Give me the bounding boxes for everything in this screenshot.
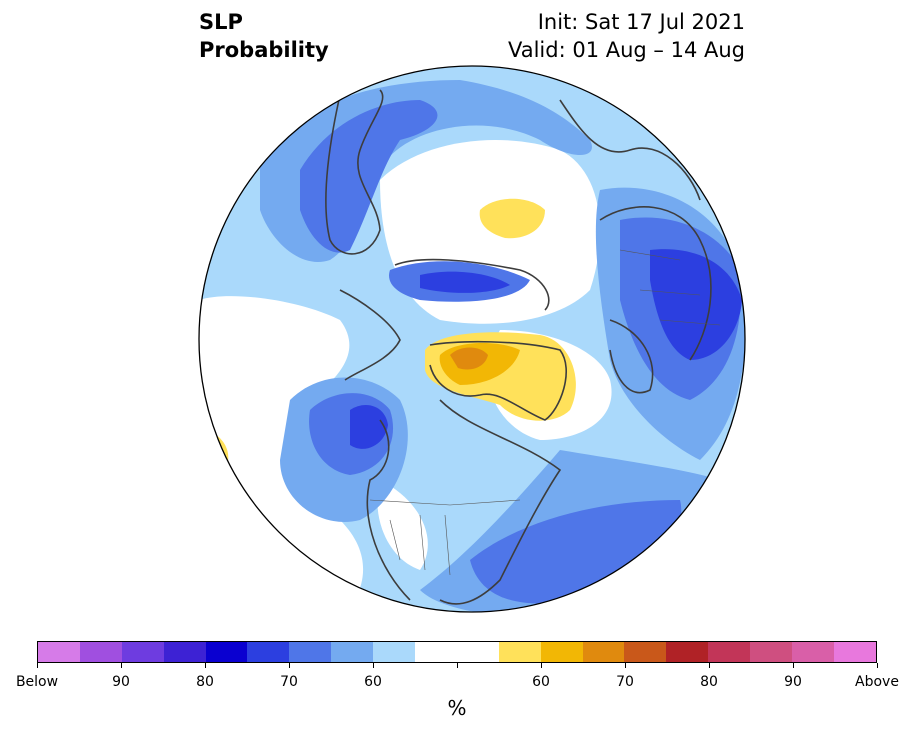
map-fill-layer <box>199 66 745 612</box>
colorbar-segment <box>331 642 374 662</box>
colorbar-segment <box>708 642 751 662</box>
greenland-above-strong <box>450 347 488 370</box>
colorbar-tick <box>37 663 38 668</box>
colorbar-segment <box>163 642 206 662</box>
europe-below-strongest <box>650 249 742 360</box>
bering-coast <box>339 289 401 381</box>
scandinavia-coast <box>609 319 654 394</box>
colorbar-tick-label: 70 <box>616 674 634 690</box>
colorbar-segment <box>750 642 793 662</box>
border-us-states <box>389 514 451 576</box>
colorbar-tick <box>289 663 290 668</box>
border-us-canada <box>369 499 521 506</box>
title-dates-block: Init: Sat 17 Jul 2021 Valid: 01 Aug – 14… <box>508 8 745 64</box>
asia-coast <box>559 99 701 201</box>
colorbar-tick-label: 70 <box>280 674 298 690</box>
colorbar-tick-label: 90 <box>784 674 802 690</box>
border-europe <box>619 249 721 326</box>
colorbar-segment <box>247 642 290 662</box>
title-init: Init: Sat 17 Jul 2021 <box>537 10 745 34</box>
colorbar-segment <box>79 642 122 662</box>
arctic-below-strongest <box>420 271 510 293</box>
siberia-below-strong <box>300 100 438 253</box>
colorbar-segment <box>624 642 667 662</box>
colorbar-segment <box>205 642 248 662</box>
greenland-coast <box>429 340 568 421</box>
colorbar-segment <box>498 642 541 662</box>
na-west-coast <box>366 419 411 601</box>
colorbar-tick <box>457 663 458 668</box>
colorbar-tick <box>877 663 878 668</box>
colorbar-segment <box>540 642 583 662</box>
colorbar-segment <box>666 642 709 662</box>
colorbar-segment <box>792 642 834 662</box>
colorbar-tick-label: 80 <box>700 674 718 690</box>
colorbar-segment <box>456 642 499 662</box>
colorbar-tick-label: 60 <box>532 674 550 690</box>
colorbar-tick-label: 80 <box>196 674 214 690</box>
colorbar-tick <box>121 663 122 668</box>
globe-outline <box>198 65 746 613</box>
arctic-above-light <box>479 198 545 239</box>
title-variable: SLP <box>199 10 243 34</box>
kamchatka-coast <box>325 89 384 255</box>
colorbar-tick-label: Above <box>855 674 899 690</box>
title-variable-block: SLP Probability <box>199 8 329 64</box>
gulf-alaska-below-strongest <box>350 405 388 449</box>
colorbar-unit: % <box>447 696 467 720</box>
title-valid: Valid: 01 Aug – 14 Aug <box>507 38 745 62</box>
colorbar-tick-label: 90 <box>112 674 130 690</box>
colorbar-segment <box>38 642 80 662</box>
colorbar-segment <box>582 642 625 662</box>
colorbar-segment <box>415 642 457 662</box>
colorbar-tick <box>709 663 710 668</box>
colorbar-segment <box>833 642 876 662</box>
colorbar-tick-label: 60 <box>364 674 382 690</box>
colorbar-tick <box>625 663 626 668</box>
coastlines <box>325 89 712 605</box>
europe-coast <box>599 206 712 361</box>
colorbar-tick <box>205 663 206 668</box>
colorbar-segment <box>373 642 416 662</box>
us-west-neutral-region <box>377 480 428 570</box>
probability-map <box>198 65 746 613</box>
na-east-coast <box>439 399 562 605</box>
colorbar-tick-label: Below <box>15 674 59 690</box>
colorbar-tick <box>793 663 794 668</box>
siberia-arctic-coast <box>394 258 550 311</box>
colorbar <box>37 641 877 663</box>
title-product: Probability <box>199 38 329 62</box>
colorbar-segment <box>121 642 164 662</box>
colorbar-tick <box>373 663 374 668</box>
colorbar-segment <box>289 642 332 662</box>
borders <box>369 249 721 576</box>
colorbar-tick <box>541 663 542 668</box>
